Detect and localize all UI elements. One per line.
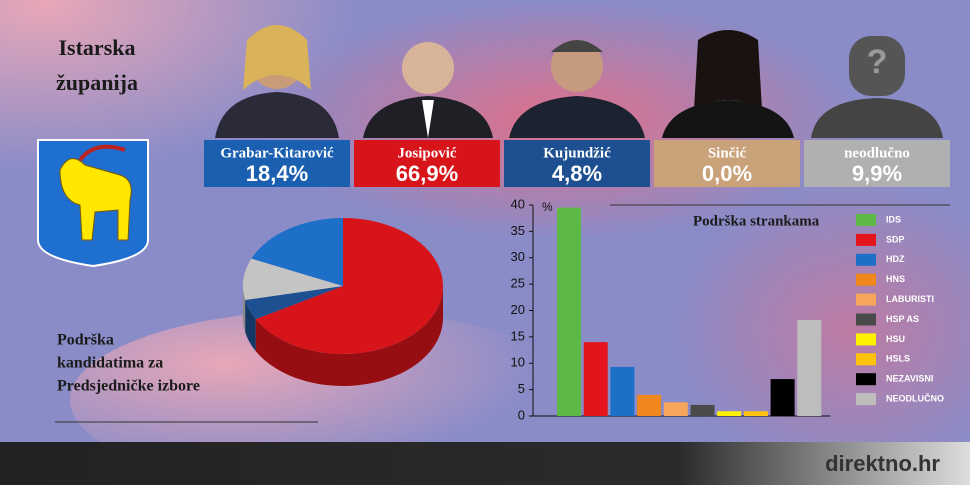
candidate-value: 9,9%	[852, 161, 902, 186]
pie-slice	[251, 218, 343, 286]
pie-title: Podrška	[57, 332, 114, 349]
legend-label: LABURISTI	[886, 294, 934, 304]
bar-title: Podrška strankama	[693, 213, 820, 229]
legend-swatch	[856, 393, 876, 406]
placeholder-symbol: ?	[867, 43, 888, 81]
legend-label: HSU	[886, 334, 905, 344]
y-axis-label: %	[542, 200, 553, 214]
coat-of-arms	[37, 139, 149, 268]
y-tick-label: 10	[511, 355, 525, 370]
legend-swatch	[856, 214, 876, 226]
legend-swatch	[856, 273, 876, 286]
candidate-box	[204, 140, 350, 187]
bar	[743, 411, 768, 416]
y-tick-label: 20	[511, 302, 525, 317]
candidate-name: neodlučno	[844, 145, 910, 161]
brand: direktno.hr	[825, 451, 940, 476]
region-title: županija	[56, 70, 138, 95]
bar	[690, 404, 715, 416]
bar	[717, 411, 742, 416]
footer-bar	[0, 442, 970, 485]
region-title: Istarska	[58, 35, 135, 60]
legend-label: NEODLUČNO	[886, 392, 944, 403]
pie-slice	[243, 258, 343, 300]
bar	[770, 379, 795, 416]
bar	[583, 342, 608, 416]
candidate-photos	[215, 25, 943, 138]
candidate-box	[804, 140, 950, 187]
bar	[797, 319, 822, 416]
candidate-box	[504, 140, 650, 187]
legend-swatch	[856, 333, 876, 346]
candidate-name: Sinčić	[708, 145, 747, 161]
candidate-name: Grabar-Kitarović	[220, 145, 334, 161]
pie-slice-side	[255, 286, 443, 386]
legend-swatch	[856, 313, 876, 326]
y-tick-label: 5	[518, 381, 525, 396]
pie-slice	[245, 286, 343, 320]
y-tick-label: 25	[511, 276, 525, 291]
legend-swatch	[856, 293, 876, 306]
pie-title: kandidatima za	[57, 355, 163, 372]
candidate-box	[354, 140, 500, 187]
candidate-name: Josipović	[397, 145, 457, 161]
y-tick-label: 35	[511, 223, 525, 238]
background-glow	[70, 310, 590, 485]
bar	[637, 394, 662, 416]
legend-label: HNS	[886, 274, 905, 284]
legend-label: HDZ	[886, 254, 905, 264]
pie-title: Predsjedničke izbore	[57, 378, 200, 395]
legend-label: HSP AS	[886, 314, 919, 324]
bar	[610, 366, 635, 416]
legend-swatch	[856, 253, 876, 266]
pie-slice-side	[243, 286, 246, 332]
candidate-box	[654, 140, 800, 187]
y-tick-label: 40	[511, 196, 525, 211]
candidate-name: Kujundžić	[543, 145, 611, 161]
legend-swatch	[856, 233, 876, 246]
candidate-value: 18,4%	[246, 161, 308, 186]
y-tick-label: 15	[511, 328, 525, 343]
legend-swatch	[856, 353, 876, 366]
legend-label: IDS	[886, 214, 901, 224]
pie-slice	[255, 218, 443, 354]
y-tick-label: 30	[511, 249, 525, 264]
legend-label: NEZAVISNI	[886, 374, 933, 384]
candidate-value: 0,0%	[702, 161, 752, 186]
legend-label: SDP	[886, 234, 905, 244]
y-tick-label: 0	[518, 407, 525, 422]
bar	[557, 207, 581, 416]
candidate-value: 66,9%	[396, 161, 458, 186]
bar	[663, 402, 688, 416]
pie-slice-side	[245, 299, 256, 352]
legend-label: HSLS	[886, 354, 910, 364]
legend-swatch	[856, 373, 876, 386]
candidate-value: 4,8%	[552, 161, 602, 186]
